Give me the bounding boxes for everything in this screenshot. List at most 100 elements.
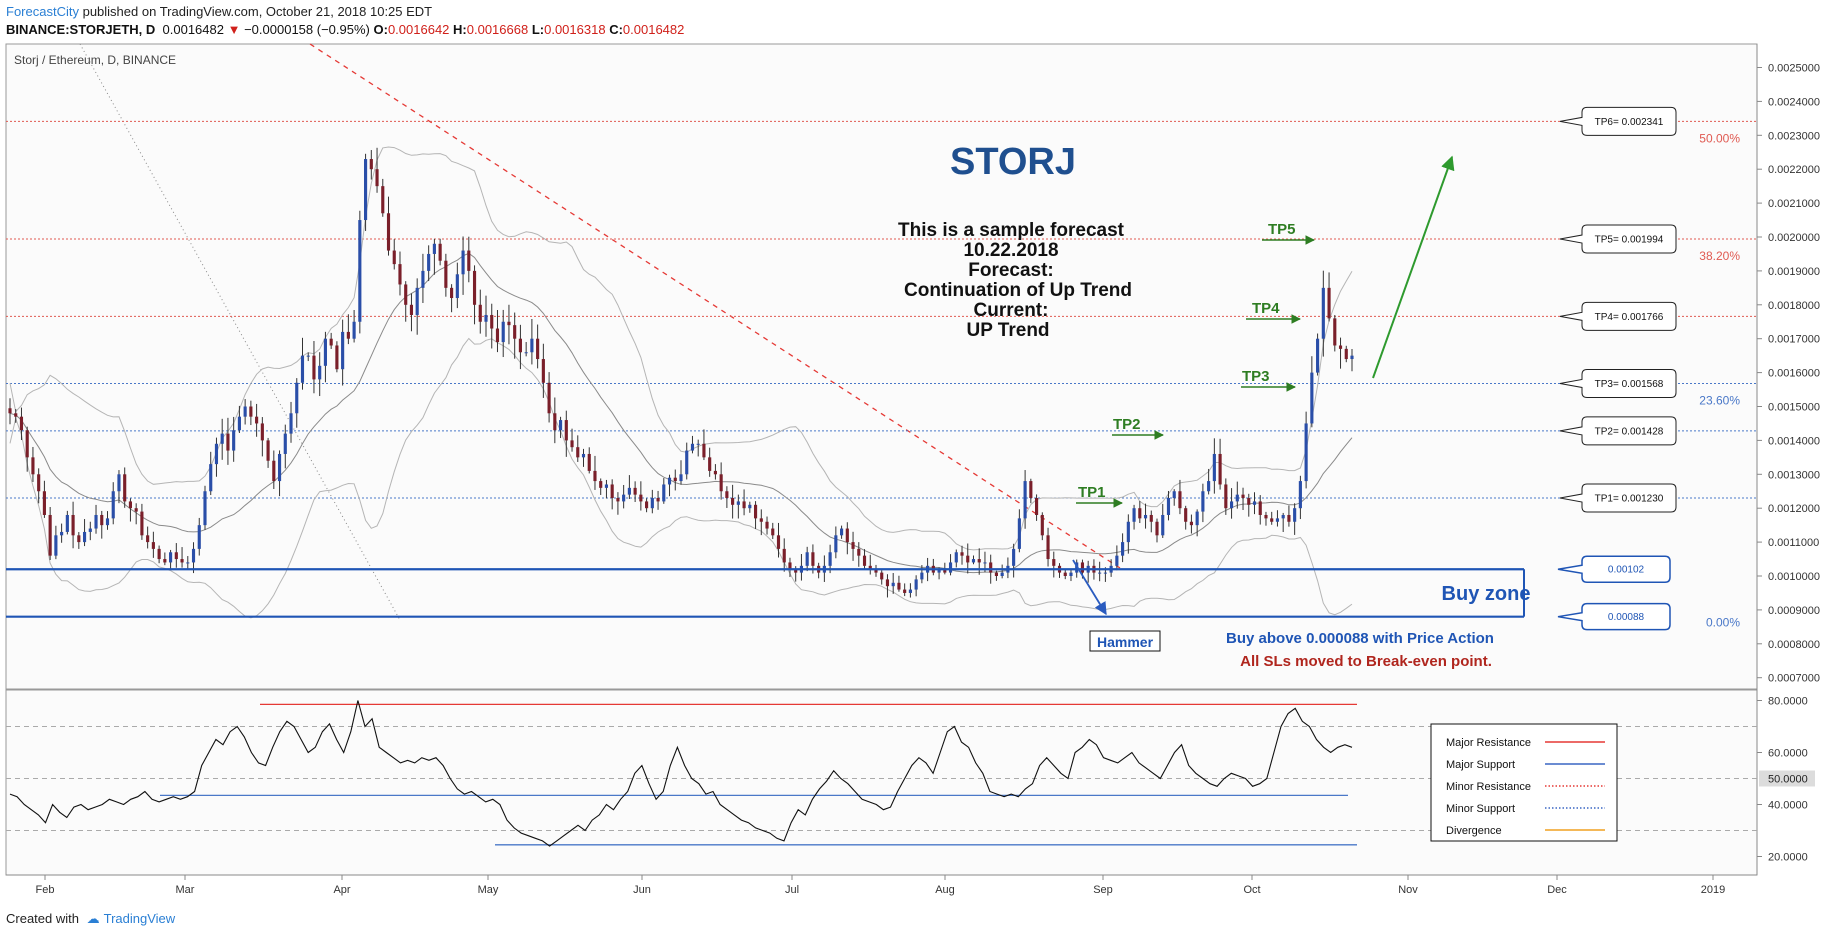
candle-body[interactable]: [295, 382, 299, 414]
candle-body[interactable]: [1172, 491, 1176, 499]
candle-body[interactable]: [306, 355, 310, 357]
candle-body[interactable]: [736, 501, 740, 505]
candle-body[interactable]: [1000, 572, 1004, 576]
candle-body[interactable]: [937, 569, 941, 573]
candle-body[interactable]: [82, 531, 87, 543]
candle-body[interactable]: [1258, 501, 1262, 515]
candle-body[interactable]: [673, 477, 677, 482]
candle-body[interactable]: [765, 521, 769, 529]
candle-body[interactable]: [604, 484, 609, 488]
candle-body[interactable]: [94, 514, 98, 529]
candle-body[interactable]: [610, 484, 614, 499]
candle-body[interactable]: [1247, 498, 1251, 505]
candle-body[interactable]: [983, 562, 987, 564]
candle-body[interactable]: [300, 355, 305, 383]
candle-body[interactable]: [249, 406, 253, 417]
candle-body[interactable]: [1235, 494, 1239, 502]
candle-body[interactable]: [581, 453, 586, 458]
candle-body[interactable]: [65, 514, 69, 532]
candle-body[interactable]: [903, 589, 907, 593]
candle-body[interactable]: [645, 501, 649, 509]
candle-body[interactable]: [1195, 511, 1199, 526]
candle-body[interactable]: [60, 531, 64, 536]
candle-body[interactable]: [197, 525, 201, 549]
candle-body[interactable]: [1046, 535, 1050, 560]
candle-body[interactable]: [272, 460, 276, 482]
candle-body[interactable]: [352, 321, 356, 339]
descending-trendline[interactable]: [309, 43, 1121, 569]
candle-body[interactable]: [622, 494, 626, 502]
candle-body[interactable]: [392, 250, 396, 265]
candle-body[interactable]: [1098, 572, 1102, 574]
candle-body[interactable]: [702, 443, 706, 458]
candle-body[interactable]: [1121, 542, 1125, 556]
candle-body[interactable]: [1304, 423, 1308, 482]
candle-body[interactable]: [444, 260, 448, 288]
candle-body[interactable]: [260, 423, 264, 441]
candle-body[interactable]: [375, 169, 379, 187]
candle-body[interactable]: [140, 511, 144, 536]
candle-body[interactable]: [731, 498, 735, 505]
candle-body[interactable]: [346, 331, 350, 339]
candle-body[interactable]: [289, 413, 293, 434]
candle-body[interactable]: [364, 159, 368, 221]
candle-body[interactable]: [897, 582, 901, 590]
candle-body[interactable]: [77, 535, 81, 543]
candle-body[interactable]: [1281, 514, 1285, 519]
candle-body[interactable]: [868, 565, 872, 570]
candle-body[interactable]: [381, 186, 385, 214]
candle-body[interactable]: [685, 450, 689, 475]
candle-body[interactable]: [1310, 372, 1314, 424]
tp-level-callout[interactable]: TP4= 0.001766: [1559, 301, 1677, 331]
candle-body[interactable]: [341, 331, 345, 370]
candle-body[interactable]: [117, 474, 121, 492]
candle-body[interactable]: [191, 548, 196, 563]
candle-body[interactable]: [48, 514, 52, 556]
candle-body[interactable]: [25, 430, 29, 458]
candle-body[interactable]: [564, 420, 568, 441]
candle-body[interactable]: [776, 535, 781, 549]
candle-body[interactable]: [1035, 498, 1039, 515]
candle-body[interactable]: [1333, 318, 1337, 346]
candle-body[interactable]: [828, 552, 832, 566]
candle-body[interactable]: [788, 562, 792, 570]
candle-body[interactable]: [639, 494, 643, 502]
candle-body[interactable]: [719, 474, 723, 492]
candle-body[interactable]: [358, 220, 362, 322]
candle-body[interactable]: [1229, 501, 1234, 509]
candle-body[interactable]: [312, 355, 316, 380]
tradingview-link[interactable]: TradingView: [103, 911, 176, 926]
candle-body[interactable]: [1270, 518, 1274, 522]
candle-body[interactable]: [679, 474, 683, 482]
candle-body[interactable]: [840, 528, 844, 536]
candle-body[interactable]: [943, 569, 947, 573]
candle-body[interactable]: [209, 464, 213, 492]
candle-body[interactable]: [323, 338, 327, 366]
tp-level-callout[interactable]: TP5= 0.001994: [1559, 224, 1677, 254]
candle-body[interactable]: [1275, 518, 1280, 522]
candle-body[interactable]: [335, 345, 339, 370]
candle-body[interactable]: [42, 491, 46, 515]
buy-zone-bottom-callout[interactable]: 0.00088: [1557, 602, 1671, 631]
candle-body[interactable]: [1224, 484, 1228, 509]
tp-level-callout[interactable]: TP6= 0.002341: [1559, 106, 1677, 136]
candle-body[interactable]: [954, 552, 958, 563]
candle-body[interactable]: [507, 321, 511, 326]
candle-body[interactable]: [329, 338, 333, 346]
candle-body[interactable]: [455, 274, 459, 299]
candle-body[interactable]: [576, 447, 580, 458]
candle-body[interactable]: [1143, 514, 1148, 519]
candle-body[interactable]: [1052, 559, 1056, 566]
candle-body[interactable]: [880, 572, 884, 580]
candle-body[interactable]: [1155, 521, 1159, 536]
candle-body[interactable]: [1029, 481, 1033, 499]
candle-body[interactable]: [232, 430, 236, 451]
candle-body[interactable]: [255, 416, 259, 424]
candle-body[interactable]: [541, 359, 545, 383]
candle-body[interactable]: [404, 284, 408, 305]
candle-body[interactable]: [1161, 514, 1165, 536]
candle-body[interactable]: [690, 443, 695, 451]
candle-body[interactable]: [438, 243, 442, 261]
candle-body[interactable]: [71, 514, 75, 536]
